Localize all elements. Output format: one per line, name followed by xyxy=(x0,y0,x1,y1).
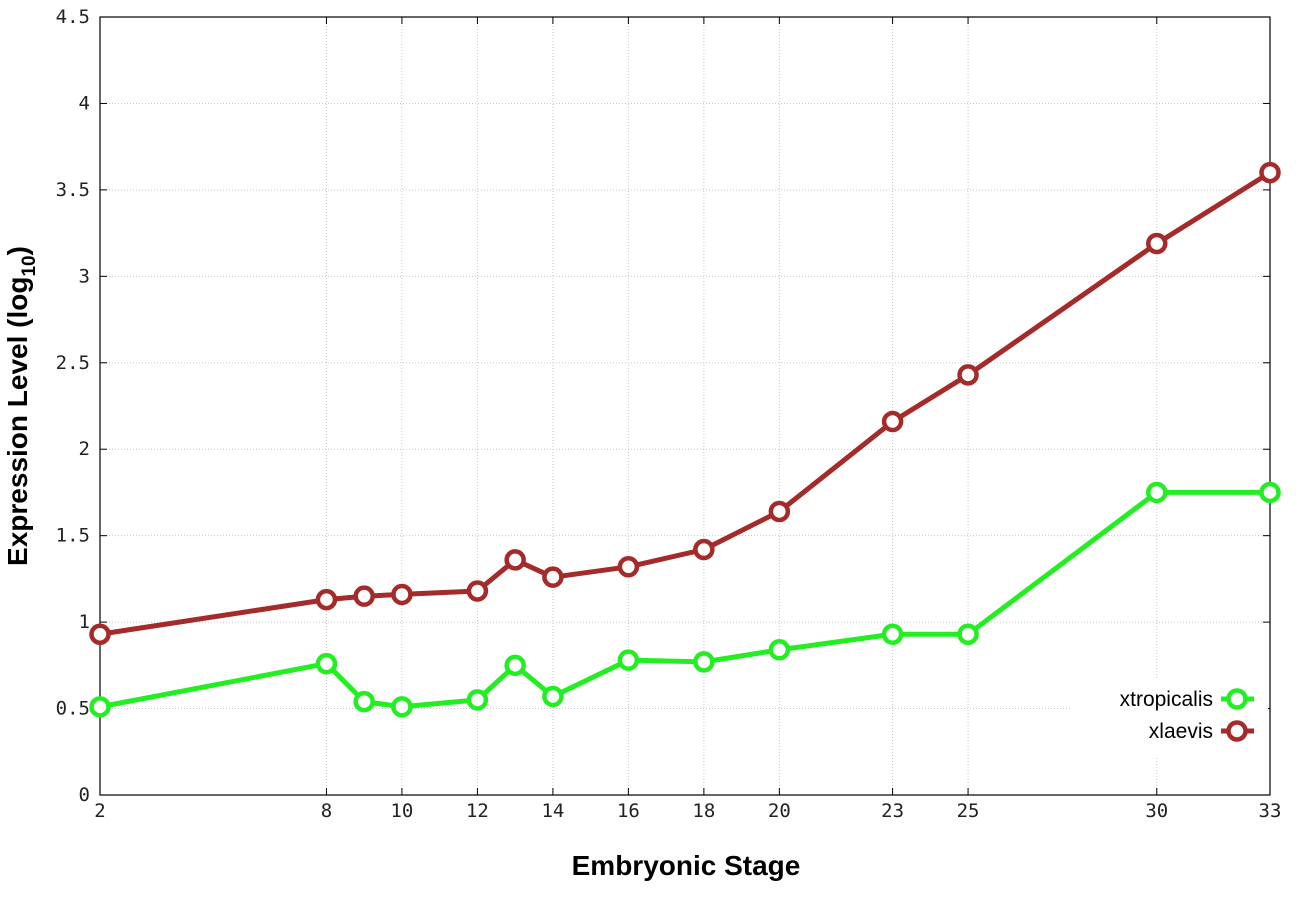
y-tick-label: 2 xyxy=(79,438,90,460)
data-point-xlaevis xyxy=(504,549,526,571)
data-point-xlaevis xyxy=(957,364,979,386)
data-series xyxy=(89,161,1281,718)
y-tick-label: 1 xyxy=(79,611,90,633)
data-point-xtropicalis xyxy=(1146,481,1168,504)
legend-label-xtropicalis: xtropicalis xyxy=(1120,688,1213,711)
x-tick-label: 25 xyxy=(957,800,980,822)
y-tick-label: 3 xyxy=(79,265,90,287)
data-point-xlaevis xyxy=(881,410,904,433)
data-point-xlaevis xyxy=(617,556,640,578)
data-point-xtropicalis xyxy=(89,696,111,718)
legend-label-xlaevis: xlaevis xyxy=(1149,720,1213,743)
data-point-xtropicalis xyxy=(466,689,489,711)
legend-marker-xtropicalis xyxy=(1226,688,1248,710)
data-point-xlaevis xyxy=(315,588,338,611)
y-axis-title-main: Expression Level (log xyxy=(2,277,33,566)
x-tick-label: 8 xyxy=(321,800,332,822)
x-axis-title: Embryonic Stage xyxy=(572,850,801,881)
x-tick-label: 18 xyxy=(692,800,715,822)
data-point-xlaevis xyxy=(768,500,791,523)
x-tick-label: 20 xyxy=(768,800,791,822)
data-point-xtropicalis xyxy=(315,652,338,675)
y-tick-label: 1.5 xyxy=(56,525,90,547)
data-point-xtropicalis xyxy=(391,696,413,718)
x-tick-label: 2 xyxy=(94,800,105,822)
data-point-xtropicalis xyxy=(617,649,640,671)
data-point-xlaevis xyxy=(466,580,489,602)
data-point-xtropicalis xyxy=(504,654,526,677)
data-point-xtropicalis xyxy=(542,685,564,708)
series-xtropicalis xyxy=(89,481,1281,718)
y-axis-title: Expression Level (log10) xyxy=(2,246,40,566)
axes: 2 8 10 12 14 16 18 20 23 25 30 33 0 0.5 1 1.5 2 2.5 3 3.5 4 4… xyxy=(56,6,1282,822)
data-point-xtropicalis xyxy=(1259,481,1281,504)
data-point-xlaevis xyxy=(89,623,111,645)
y-tick-label: 0.5 xyxy=(56,698,90,720)
data-point-xlaevis xyxy=(1146,232,1168,255)
x-tick-label: 10 xyxy=(390,800,413,822)
legend-marker-xlaevis xyxy=(1226,720,1248,742)
data-point-xtropicalis xyxy=(768,639,791,661)
data-point-xlaevis xyxy=(1259,161,1281,184)
data-point-xlaevis xyxy=(542,566,564,588)
x-tick-label: 23 xyxy=(881,800,904,822)
x-tick-label: 30 xyxy=(1145,800,1168,822)
y-axis-title-close: ) xyxy=(2,246,33,255)
y-tick-label: 0 xyxy=(79,784,90,806)
x-tick-label: 16 xyxy=(617,800,640,822)
y-tick-label: 2.5 xyxy=(56,352,90,374)
plot-frame xyxy=(99,16,1271,796)
data-point-xtropicalis xyxy=(957,623,979,645)
y-axis-title-subscript: 10 xyxy=(19,255,40,276)
data-point-xlaevis xyxy=(693,538,715,561)
x-tick-label: 33 xyxy=(1259,800,1282,822)
y-tick-label: 4.5 xyxy=(56,6,90,28)
data-point-xtropicalis xyxy=(353,690,375,713)
x-tick-label: 12 xyxy=(466,800,489,822)
legend: xtropicalis xlaevis xyxy=(1070,680,1268,756)
data-point-xlaevis xyxy=(353,585,375,607)
data-point-xtropicalis xyxy=(693,651,715,673)
data-point-xlaevis xyxy=(391,583,413,606)
x-tick-label: 14 xyxy=(541,800,564,822)
y-tick-label: 4 xyxy=(79,92,90,114)
y-tick-label: 3.5 xyxy=(56,179,90,201)
data-point-xtropicalis xyxy=(881,623,904,645)
series-xlaevis xyxy=(89,161,1281,645)
grid-lines xyxy=(100,17,1270,795)
